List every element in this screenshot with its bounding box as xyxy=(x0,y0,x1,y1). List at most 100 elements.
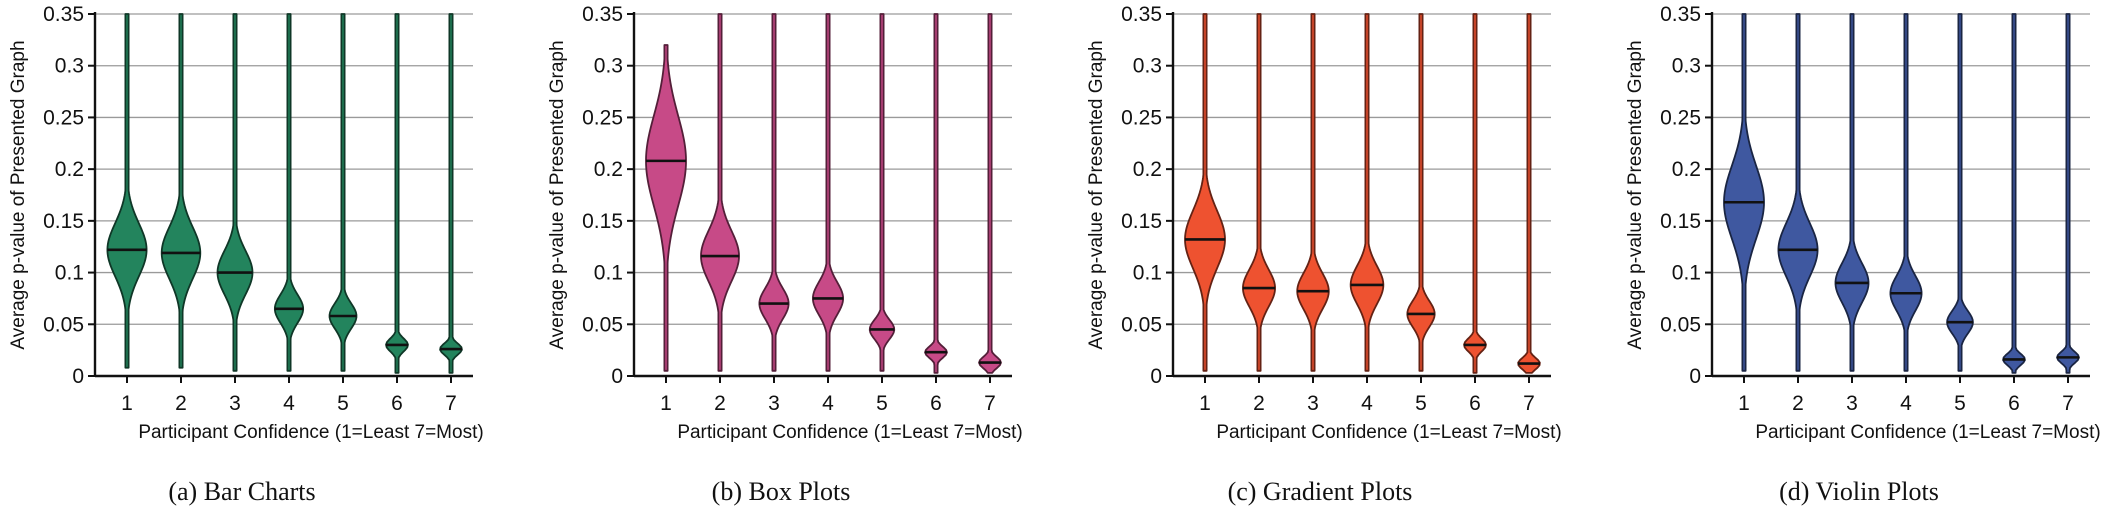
y-tick-label: 0 xyxy=(1689,365,1701,388)
violin-6 xyxy=(385,13,409,374)
y-tick-label: 0.15 xyxy=(43,210,84,233)
panel-3: 0 0.05 0.1 0.15 0.2 0.25 0.3 0.35 1 2 3 4 5 6 7 Partici… xyxy=(1086,3,1562,506)
violin-3 xyxy=(216,13,254,372)
y-tick-label: 0.3 xyxy=(1133,55,1162,78)
x-tick-label: 4 xyxy=(822,392,834,415)
x-tick-label: 3 xyxy=(1846,392,1858,415)
violin-1 xyxy=(1723,13,1765,372)
y-tick-label: 0.15 xyxy=(1660,210,1701,233)
panel-1: 0 0.05 0.1 0.15 0.2 0.25 0.3 0.35 1 2 3 4 5 6 7 Partici… xyxy=(8,3,484,506)
y-tick-label: 0.3 xyxy=(1672,55,1701,78)
y-tick-label: 0.1 xyxy=(594,262,623,285)
y-tick-label: 0.35 xyxy=(43,3,84,26)
y-tick-label: 0.1 xyxy=(1133,262,1162,285)
y-tick-label: 0.2 xyxy=(1672,158,1701,181)
y-tick-label: 0.25 xyxy=(582,106,623,129)
x-tick-label: 6 xyxy=(2008,392,2020,415)
x-axis-label: Participant Confidence (1=Least 7=Most) xyxy=(138,422,483,443)
x-tick-label: 1 xyxy=(1199,392,1211,415)
x-axis-label: Participant Confidence (1=Least 7=Most) xyxy=(677,422,1022,443)
panel-caption: (b) Box Plots xyxy=(712,477,851,506)
x-tick-label: 3 xyxy=(1307,392,1319,415)
x-tick-label: 4 xyxy=(1900,392,1912,415)
x-tick-label: 1 xyxy=(121,392,133,415)
panel-2: 0 0.05 0.1 0.15 0.2 0.25 0.3 0.35 1 2 3 4 5 6 7 Partici… xyxy=(547,3,1023,506)
violin-3 xyxy=(758,13,790,372)
y-tick-label: 0.2 xyxy=(594,158,623,181)
y-axis-label: Average p-value of Presented Graph xyxy=(8,40,29,349)
y-tick-label: 0.1 xyxy=(55,262,84,285)
y-tick-label: 0.05 xyxy=(1121,313,1162,336)
x-tick-label: 1 xyxy=(660,392,672,415)
y-tick-label: 0 xyxy=(1150,365,1162,388)
y-axis-label: Average p-value of Presented Graph xyxy=(1625,40,1646,349)
violin-1 xyxy=(645,44,687,372)
x-tick-label: 5 xyxy=(1415,392,1427,415)
x-tick-label: 7 xyxy=(1523,392,1535,415)
violin-6 xyxy=(1463,13,1487,374)
x-tick-label: 7 xyxy=(2062,392,2074,415)
violin-5 xyxy=(1406,13,1436,372)
panel-caption: (a) Bar Charts xyxy=(168,477,315,506)
y-tick-label: 0.35 xyxy=(1660,3,1701,26)
y-axis-label: Average p-value of Presented Graph xyxy=(547,40,568,349)
violin-2 xyxy=(160,13,202,369)
y-tick-label: 0 xyxy=(72,365,84,388)
violin-5 xyxy=(1946,13,1974,372)
x-tick-label: 6 xyxy=(391,392,403,415)
x-tick-label: 5 xyxy=(876,392,888,415)
x-tick-label: 3 xyxy=(768,392,780,415)
violin-1 xyxy=(1184,13,1226,372)
violin-6 xyxy=(924,13,948,374)
y-tick-label: 0.2 xyxy=(55,158,84,181)
y-tick-label: 0.05 xyxy=(43,313,84,336)
x-tick-label: 2 xyxy=(1253,392,1265,415)
y-tick-label: 0.05 xyxy=(1660,313,1701,336)
x-tick-label: 6 xyxy=(930,392,942,415)
y-tick-label: 0.35 xyxy=(1121,3,1162,26)
violin-2 xyxy=(1242,13,1276,372)
violin-5 xyxy=(328,13,358,372)
violin-3 xyxy=(1834,13,1870,372)
violin-7 xyxy=(1517,13,1541,374)
x-tick-label: 4 xyxy=(1361,392,1373,415)
x-tick-label: 2 xyxy=(714,392,726,415)
y-tick-label: 0.1 xyxy=(1672,262,1701,285)
x-tick-label: 4 xyxy=(283,392,295,415)
violin-2 xyxy=(1777,13,1819,372)
y-axis-label: Average p-value of Presented Graph xyxy=(1086,40,1107,349)
y-tick-label: 0.25 xyxy=(1121,106,1162,129)
x-tick-label: 2 xyxy=(1792,392,1804,415)
violin-3 xyxy=(1296,13,1330,372)
violin-7 xyxy=(978,13,1002,374)
x-tick-label: 5 xyxy=(337,392,349,415)
violin-5 xyxy=(868,13,896,372)
y-tick-label: 0 xyxy=(611,365,623,388)
violin-4 xyxy=(1889,13,1923,372)
x-tick-label: 7 xyxy=(984,392,996,415)
violin-4 xyxy=(812,13,844,372)
x-tick-label: 3 xyxy=(229,392,241,415)
y-tick-label: 0.35 xyxy=(582,3,623,26)
y-tick-label: 0.3 xyxy=(594,55,623,78)
x-tick-label: 5 xyxy=(1954,392,1966,415)
panel-caption: (c) Gradient Plots xyxy=(1228,477,1413,506)
panel-4: 0 0.05 0.1 0.15 0.2 0.25 0.3 0.35 1 2 3 4 5 6 7 Partici… xyxy=(1625,3,2101,506)
y-tick-label: 0.2 xyxy=(1133,158,1162,181)
y-tick-label: 0.15 xyxy=(1121,210,1162,233)
violin-6 xyxy=(2002,13,2026,374)
x-tick-label: 1 xyxy=(1738,392,1750,415)
y-tick-label: 0.15 xyxy=(582,210,623,233)
violin-7 xyxy=(439,13,463,374)
violin-4 xyxy=(273,13,305,372)
y-tick-label: 0.3 xyxy=(55,55,84,78)
violin-2 xyxy=(700,13,740,372)
x-axis-label: Participant Confidence (1=Least 7=Most) xyxy=(1755,422,2100,443)
y-tick-label: 0.05 xyxy=(582,313,623,336)
violin-1 xyxy=(106,13,148,369)
y-tick-label: 0.25 xyxy=(43,106,84,129)
y-tick-label: 0.25 xyxy=(1660,106,1701,129)
violin-7 xyxy=(2056,13,2080,374)
